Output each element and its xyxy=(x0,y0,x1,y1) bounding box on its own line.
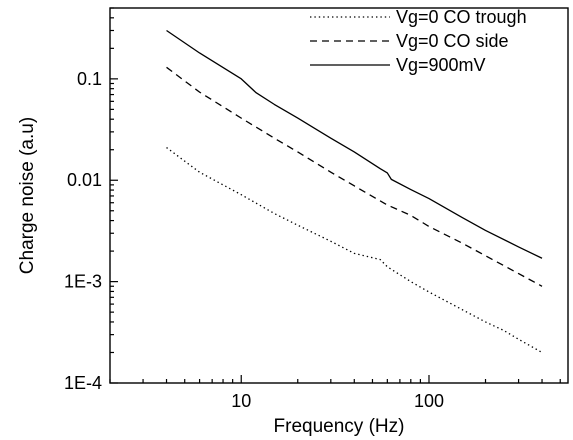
y-tick-label: 1E-3 xyxy=(64,272,102,292)
y-axis-label: Charge noise (a.u) xyxy=(17,117,38,274)
legend-label: Vg=900mV xyxy=(396,55,486,75)
y-tick-label: 0.1 xyxy=(77,69,102,89)
x-tick-label: 100 xyxy=(414,391,444,411)
plot-frame xyxy=(109,7,569,384)
series-layer xyxy=(166,29,543,354)
labels-layer: 10 100 1E-4 1E-3 0.01 0.1 xyxy=(64,69,444,411)
legend-label: Vg=0 CO trough xyxy=(396,7,527,27)
y-tick-label: 0.01 xyxy=(67,170,102,190)
legend-label: Vg=0 CO side xyxy=(396,31,509,51)
x-tick-label: 10 xyxy=(231,391,251,411)
series-line-dotted xyxy=(166,147,543,354)
x-axis-label: Frequency (Hz) xyxy=(274,416,405,437)
series-line-solid xyxy=(166,29,543,259)
series-line-dashed xyxy=(166,66,543,287)
y-tick-label: 1E-4 xyxy=(64,373,102,393)
legend: Vg=0 CO trough Vg=0 CO side Vg=900mV xyxy=(310,7,527,75)
